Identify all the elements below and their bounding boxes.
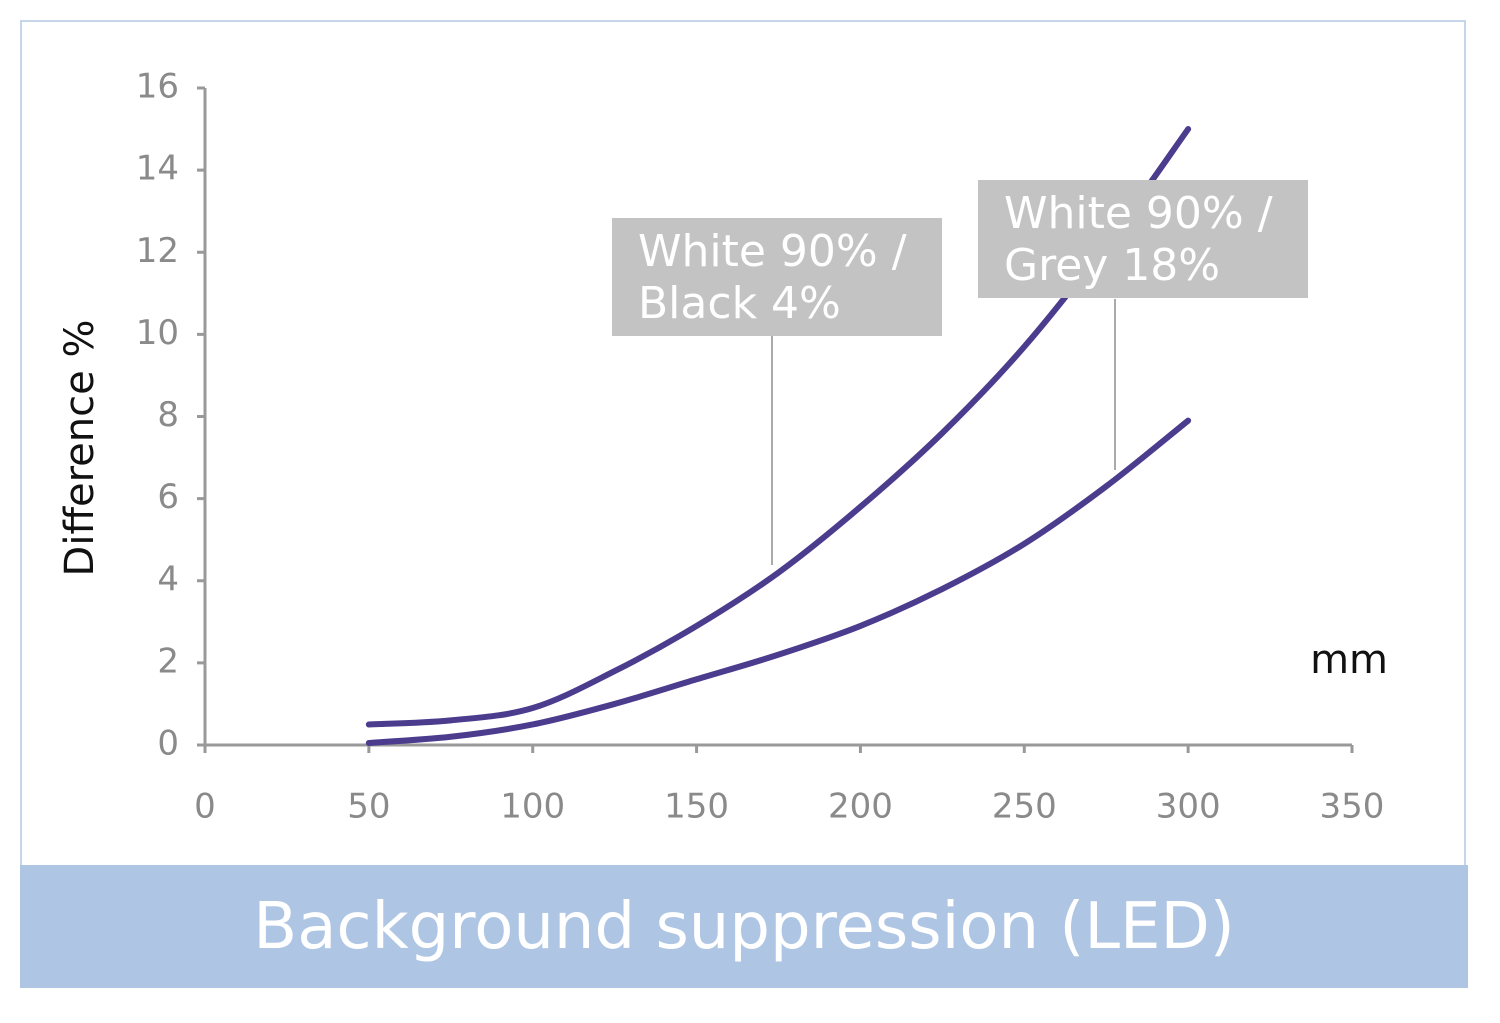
x-tick-label: 0: [194, 787, 216, 827]
x-tick-label: 300: [1156, 787, 1221, 827]
x-tick-label: 100: [500, 787, 565, 827]
y-tick-label: 10: [136, 313, 179, 353]
x-tick-label: 150: [664, 787, 729, 827]
y-axis-label: Difference %: [57, 320, 103, 577]
y-tick-label: 2: [157, 641, 179, 681]
y-tick-label: 6: [157, 477, 179, 517]
y-tick-label: 14: [136, 149, 179, 189]
y-tick-label: 12: [136, 231, 179, 271]
x-tick-label: 250: [992, 787, 1057, 827]
annotation: White 90% / Black 4%: [612, 218, 942, 336]
y-tick-label: 4: [157, 559, 179, 599]
chart-title: Background suppression (LED): [20, 865, 1468, 988]
x-axis-label: mm: [1310, 637, 1388, 683]
series-line: [365, 126, 1192, 728]
annotation: White 90% / Grey 18%: [978, 180, 1308, 298]
y-tick-label: 8: [157, 395, 179, 435]
y-tick-label: 16: [136, 67, 179, 107]
series-line: [365, 417, 1192, 746]
x-tick-label: 350: [1320, 787, 1385, 827]
x-tick-label: 200: [828, 787, 893, 827]
y-tick-label: 0: [157, 724, 179, 764]
x-tick-label: 50: [347, 787, 390, 827]
